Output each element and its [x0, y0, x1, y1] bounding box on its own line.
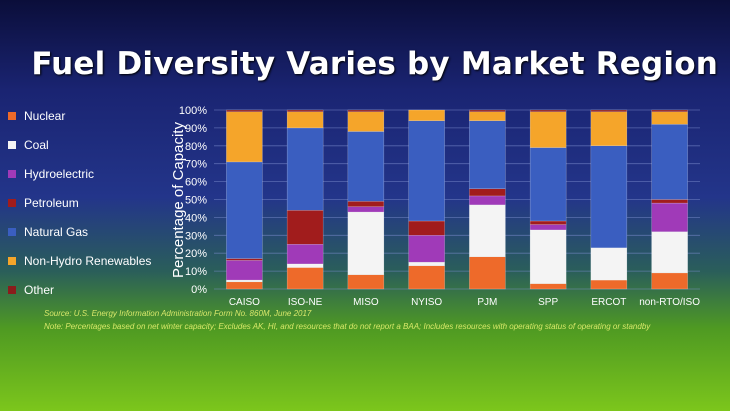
bar-segment	[469, 111, 506, 121]
y-tick-label: 40%	[185, 212, 207, 224]
gridlines	[214, 109, 700, 290]
x-tick-label: non-RTO/ISO	[639, 297, 700, 308]
legend-swatch	[8, 141, 16, 149]
bar-segment	[651, 109, 688, 112]
bar-segment	[347, 111, 385, 132]
legend-swatch	[8, 257, 16, 265]
chart-title: Fuel Diversity Varies by Market Region	[31, 46, 718, 82]
bar-segment	[408, 261, 445, 266]
bar-segment	[469, 188, 506, 197]
x-tick-label: SPP	[538, 297, 558, 308]
bar-segment	[469, 256, 506, 290]
bar-segment	[347, 109, 385, 112]
x-tick-label: NYISO	[411, 297, 442, 308]
bar-segment	[590, 145, 628, 249]
bar-segment	[529, 224, 567, 231]
x-tick-label: ISO-NE	[288, 297, 323, 308]
bar-segment	[347, 206, 385, 213]
bar-segment	[226, 258, 263, 261]
bar-segment	[286, 267, 324, 290]
legend-label: Petroleum	[24, 196, 79, 210]
bar-segment	[347, 201, 385, 207]
y-tick-label: 20%	[185, 248, 207, 260]
y-axis-ticks: 0% 10% 20% 30% 40% 50% 60% 70% 80% 90% 100%	[179, 105, 207, 296]
bar-segment	[286, 263, 324, 268]
bar-segment	[226, 161, 263, 259]
legend-swatch	[8, 170, 16, 178]
bar-segment	[651, 124, 688, 200]
bar-segment	[286, 244, 324, 265]
y-tick-label: 50%	[185, 195, 207, 207]
bar-segment	[226, 111, 263, 163]
y-tick-label: 100%	[179, 105, 207, 117]
bar-segment	[590, 109, 628, 112]
legend-label: Other	[24, 283, 55, 297]
bar-segment	[286, 127, 324, 211]
bar-segment	[529, 147, 567, 222]
y-tick-label: 90%	[185, 123, 207, 135]
y-axis-label: Percentage of Capacity	[170, 122, 187, 278]
bar-segment	[529, 111, 567, 148]
legend-label: Natural Gas	[24, 225, 89, 239]
bar-segment	[469, 109, 506, 112]
bar-segment	[226, 260, 263, 281]
legend-swatch	[8, 112, 16, 120]
y-tick-label: 30%	[185, 230, 207, 242]
bar-segment	[226, 281, 263, 290]
legend-label: Nuclear	[24, 109, 66, 123]
bar-segment	[590, 247, 628, 281]
y-tick-label: 70%	[185, 159, 207, 171]
bar-segment	[529, 220, 567, 225]
bar-segment	[286, 210, 324, 245]
bar-segment	[286, 109, 324, 112]
legend-label: Coal	[24, 138, 49, 152]
bar-segment	[469, 204, 506, 257]
bar-segment	[469, 120, 506, 189]
bar-segment	[408, 120, 445, 222]
bar-segment	[347, 274, 385, 290]
bar-segment	[226, 279, 263, 283]
bar-segment	[408, 220, 445, 236]
bar-segment	[651, 199, 688, 204]
bar-segment	[347, 211, 385, 275]
bar-segment	[590, 111, 628, 146]
source-note: Source: U.S. Energy Information Administ…	[44, 309, 312, 318]
bars	[226, 109, 688, 290]
y-tick-label: 0%	[191, 284, 207, 296]
bar-segment	[651, 202, 688, 232]
bar-segment	[529, 109, 567, 112]
y-tick-label: 80%	[185, 141, 207, 153]
bar-segment	[590, 279, 628, 290]
x-tick-label: ERCOT	[591, 297, 626, 308]
x-tick-label: PJM	[477, 297, 497, 308]
bar-segment	[651, 231, 688, 274]
bar-segment	[529, 229, 567, 284]
x-tick-label: MISO	[353, 297, 379, 308]
bar-segment	[226, 109, 263, 112]
bar-segment	[469, 195, 506, 206]
bar-segment	[347, 131, 385, 202]
bar-segment	[408, 265, 445, 290]
bar-segment	[286, 111, 324, 129]
bar-segment	[408, 109, 445, 121]
legend-swatch	[8, 199, 16, 207]
bar-segment	[651, 111, 688, 125]
legend-swatch	[8, 286, 16, 294]
footnote: Note: Percentages based on net winter ca…	[44, 322, 651, 331]
y-tick-label: 60%	[185, 177, 207, 189]
bar-segment	[529, 283, 567, 290]
x-axis-ticks: CAISO ISO-NE MISO NYISO PJM SPP ERCOT non-RTO/I…	[229, 297, 700, 308]
bar-segment	[408, 235, 445, 263]
legend-label: Non-Hydro Renewables	[24, 254, 152, 268]
y-tick-label: 10%	[185, 266, 207, 278]
bar-segment	[651, 272, 688, 290]
x-tick-label: CAISO	[229, 297, 260, 308]
legend-label: Hydroelectric	[24, 167, 95, 181]
legend-swatch	[8, 228, 16, 236]
